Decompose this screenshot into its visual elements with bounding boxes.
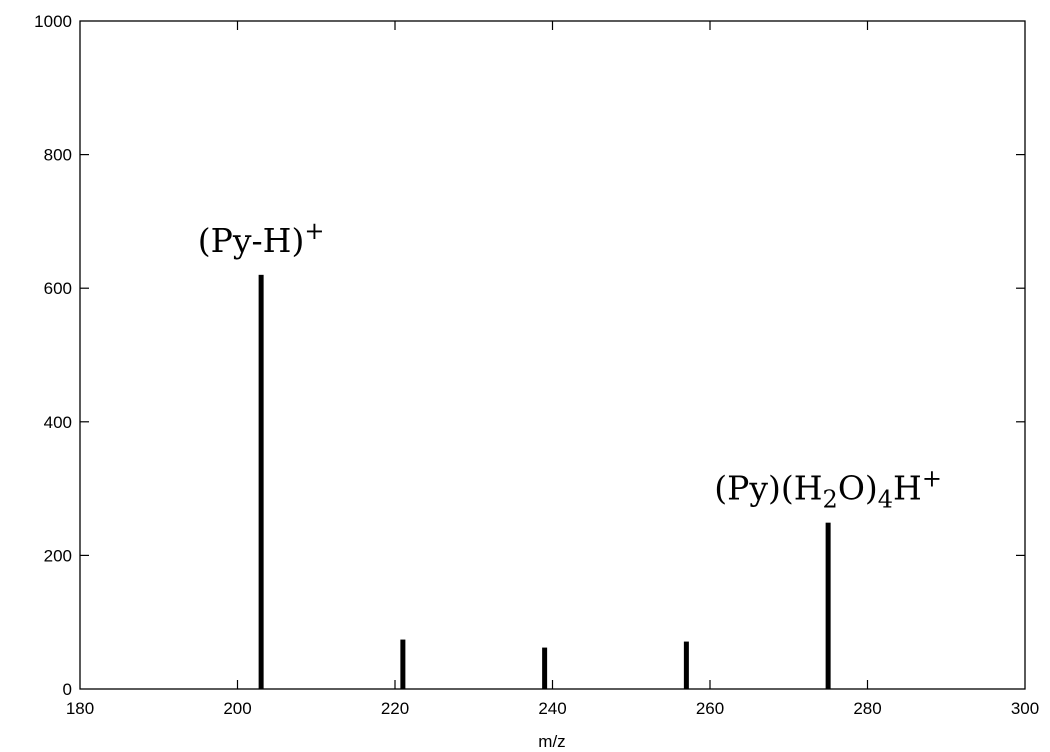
annotation-part: 4 [878, 486, 893, 514]
spectrum-bar [542, 647, 548, 689]
annotation-part: 2 [823, 486, 838, 514]
y-tick-label: 600 [44, 279, 72, 298]
y-tick-label: 0 [63, 680, 72, 699]
y-tick-label: 400 [44, 413, 72, 432]
annotation-part: + [304, 217, 324, 245]
annotation-part: (Py)(H [714, 469, 822, 508]
peak-annotation: (Py)(H2O)4H+ [714, 465, 942, 514]
axis-ticks [80, 21, 1025, 689]
x-tick-label: 220 [381, 699, 409, 718]
tick-labels: 180 200 220 240 260 280 300 0 200 400 600 800 1000 [34, 12, 1039, 718]
x-tick-label: 180 [66, 699, 94, 718]
annotation-part: + [922, 465, 942, 493]
spectrum-bar [825, 522, 831, 689]
spectrum-bar [258, 274, 264, 689]
annotation-part: (Py-H) [198, 221, 305, 260]
spectrum-bar [400, 639, 406, 689]
spectrum-bars [258, 274, 831, 689]
x-tick-label: 280 [853, 699, 881, 718]
peak-annotation: (Py-H)+ [198, 217, 325, 260]
spectrum-bar [683, 641, 689, 689]
x-tick-label: 200 [223, 699, 251, 718]
peak-annotations: (Py-H)+(Py)(H2O)4H+ [198, 217, 942, 514]
annotation-part: H [893, 469, 922, 508]
annotation-part: O) [838, 469, 878, 508]
x-tick-label: 260 [696, 699, 724, 718]
x-tick-label: 240 [538, 699, 566, 718]
plot-frame [79, 20, 1026, 690]
y-tick-label: 800 [44, 146, 72, 165]
x-tick-label: 300 [1011, 699, 1039, 718]
y-tick-label: 1000 [34, 12, 72, 31]
x-axis-title: m/z [538, 732, 565, 751]
y-tick-label: 200 [44, 546, 72, 565]
